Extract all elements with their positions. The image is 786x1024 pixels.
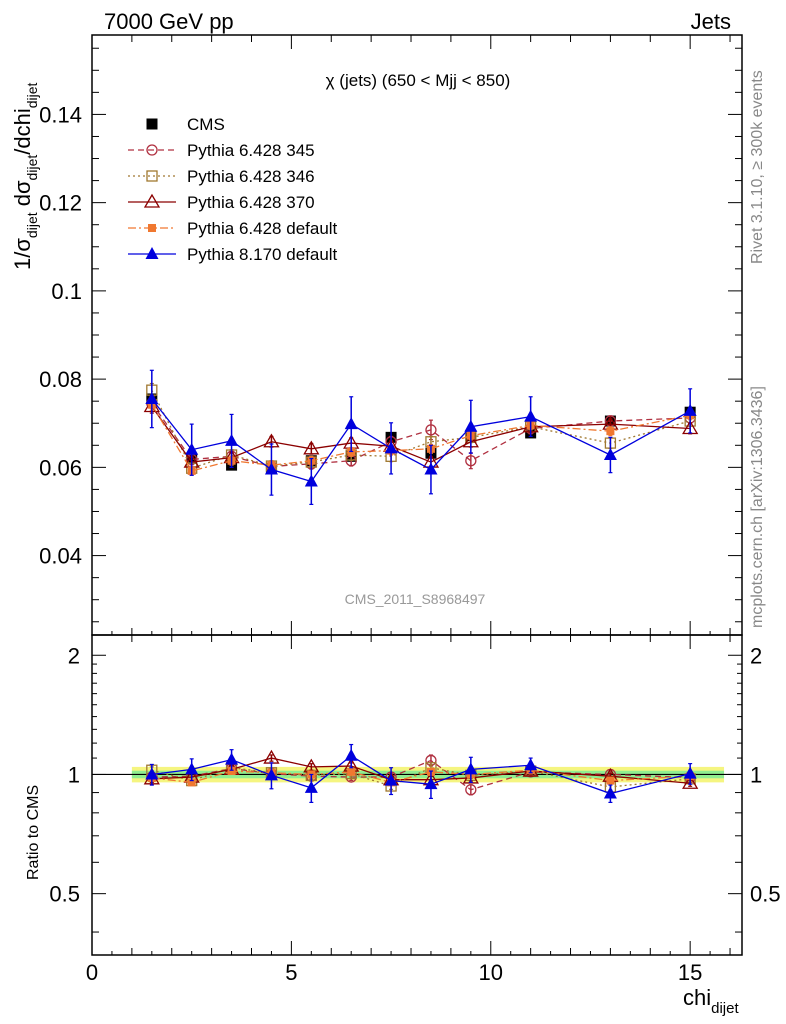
ratio-tick-label-right: 0.5 xyxy=(750,882,781,907)
ratio-series xyxy=(143,743,699,804)
y-tick-label: 0.06 xyxy=(39,455,82,480)
data-point xyxy=(347,767,356,776)
header-right: Jets xyxy=(691,9,731,34)
ratio-tick-label: 0.5 xyxy=(49,882,80,907)
series-line xyxy=(151,754,691,795)
data-point xyxy=(227,767,236,776)
x-label-main: chi xyxy=(683,985,711,1010)
series-p8def-ratio xyxy=(145,743,697,804)
ratio-tick-label-right: 1 xyxy=(750,762,762,787)
series-line xyxy=(151,757,691,784)
main-series xyxy=(143,369,699,506)
legend-item: Pythia 6.428 default xyxy=(128,219,338,238)
legend-marker xyxy=(148,224,156,232)
legend-item: Pythia 8.170 default xyxy=(128,245,338,264)
legend-label: Pythia 6.428 345 xyxy=(187,141,315,160)
x-label-sub: dijet xyxy=(711,1000,739,1017)
ratio-plot-frame xyxy=(91,634,743,956)
data-point xyxy=(424,462,438,475)
y-tick-label: 0.14 xyxy=(39,102,82,127)
data-point xyxy=(683,403,697,416)
series-line xyxy=(151,767,691,788)
legend-item: Pythia 6.428 345 xyxy=(128,141,315,160)
legend: CMS Pythia 6.428 345 Pythia 6.428 346 Pythi… xyxy=(128,115,338,264)
y-label-sub-c: dijet xyxy=(24,82,40,108)
series-p8def xyxy=(145,369,697,506)
legend-label: Pythia 6.428 346 xyxy=(187,167,315,186)
legend-item: Pythia 6.428 346 xyxy=(128,167,315,186)
data-point xyxy=(145,391,159,404)
legend-marker xyxy=(145,247,159,259)
legend-marker xyxy=(146,144,158,156)
data-point xyxy=(185,762,199,775)
ratio-y-axis-label: Ratio to CMS xyxy=(25,785,42,880)
mcplots-label: mcplots.cern.ch [arXiv:1306.3436] xyxy=(749,386,766,628)
series-line xyxy=(151,389,691,470)
data-point xyxy=(606,776,615,785)
data-point xyxy=(384,441,398,454)
data-point xyxy=(682,774,699,789)
legend-marker xyxy=(143,193,161,208)
y-label-part-a: 1/σ xyxy=(10,238,35,270)
data-point xyxy=(683,766,697,779)
data-point xyxy=(185,442,199,455)
data-point xyxy=(424,777,438,790)
data-point xyxy=(606,427,615,436)
series-line xyxy=(151,398,691,483)
data-point xyxy=(603,448,617,460)
rivet-label: Rivet 3.1.10, ≥ 300k events xyxy=(749,70,766,264)
ratio-tick-label-right: 2 xyxy=(750,643,762,668)
legend-marker xyxy=(146,118,158,130)
data-point xyxy=(464,762,478,775)
data-point xyxy=(225,752,239,765)
y-label-sub-a: dijet xyxy=(24,212,40,238)
legend-marker xyxy=(146,170,158,182)
data-point xyxy=(465,784,477,796)
data-point xyxy=(264,768,278,781)
x-tick-label: 0 xyxy=(86,960,98,985)
data-point xyxy=(145,767,159,780)
x-tick-label: 10 xyxy=(479,960,503,985)
legend-item: CMS xyxy=(146,115,225,134)
ratio-tick-label: 1 xyxy=(68,762,80,787)
data-point xyxy=(344,748,358,761)
data-point xyxy=(384,773,398,786)
header-left: 7000 GeV pp xyxy=(104,9,234,34)
legend-label: Pythia 6.428 370 xyxy=(187,193,315,212)
data-point xyxy=(225,433,239,446)
ratio-tick-label: 2 xyxy=(68,643,80,668)
y-label-part-b: dσ xyxy=(10,180,35,212)
legend-label: Pythia 8.170 default xyxy=(187,245,338,264)
data-point xyxy=(264,462,278,475)
data-point xyxy=(464,419,478,432)
y-tick-label: 0.1 xyxy=(51,279,82,304)
y-label-part-c: /dchi xyxy=(10,108,35,154)
x-tick-label: 15 xyxy=(678,960,702,985)
data-point xyxy=(603,786,617,799)
y-label-sub-b: dijet xyxy=(24,155,40,181)
legend-label: Pythia 6.428 default xyxy=(187,219,338,238)
x-axis-label: chidijet xyxy=(683,985,739,1017)
data-point xyxy=(524,409,538,422)
data-point xyxy=(304,780,318,793)
y-tick-label: 0.04 xyxy=(39,544,82,569)
axes: 0 5 10 15 0.04 0.06 0.08 0.1 0.12 0.14 0.5 0.5 1 1 2 2 xyxy=(39,35,781,985)
y-tick-label: 0.08 xyxy=(39,367,82,392)
data-point xyxy=(344,417,358,430)
data-point xyxy=(425,424,437,436)
data-point xyxy=(465,455,477,467)
analysis-watermark: CMS_2011_S8968497 xyxy=(345,591,486,607)
data-point xyxy=(187,778,196,787)
y-tick-label: 0.12 xyxy=(39,191,82,216)
legend-item: Pythia 6.428 370 xyxy=(128,193,315,212)
legend-label: CMS xyxy=(187,115,225,134)
data-point xyxy=(524,758,538,771)
x-tick-label: 5 xyxy=(285,960,297,985)
data-point xyxy=(303,440,320,455)
chart-title: χ (jets) (650 < Mjj < 850) xyxy=(326,71,511,90)
series-line xyxy=(151,404,691,472)
y-axis-label: 1/σdijet dσdijet/dchidijet xyxy=(10,82,40,270)
data-point xyxy=(304,474,318,487)
